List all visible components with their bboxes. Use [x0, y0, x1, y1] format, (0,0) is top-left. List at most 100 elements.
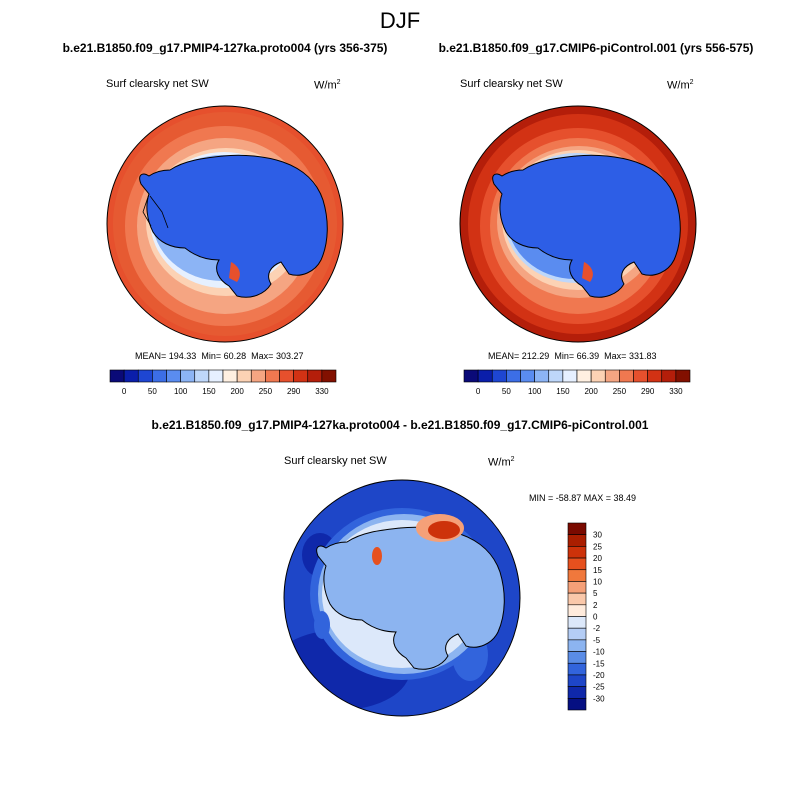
colorbar-difference-swatch: [567, 686, 587, 699]
colorbar-left-swatch: [236, 369, 252, 383]
map-border-right: [459, 105, 697, 343]
colorbar-right-tick-label: 50: [502, 387, 511, 396]
colorbar-left-swatch: [208, 369, 224, 383]
colorbar-right-tick-label: 150: [556, 387, 570, 396]
colorbar-right: 0 50 100 150 200 250 290 330: [463, 369, 691, 396]
colorbar-right-swatch: [619, 369, 634, 383]
colorbar-right-swatch: [477, 369, 493, 383]
colorbar-difference-swatch: [567, 592, 587, 606]
colorbar-left-swatch: [137, 369, 153, 383]
variable-label-right: Surf clearsky net SW: [460, 78, 563, 90]
stats-right: MEAN= 212.29 Min= 66.39 Max= 331.83: [488, 351, 657, 361]
colorbar-difference-swatch: [567, 522, 587, 535]
colorbar-right-swatch: [562, 369, 578, 383]
colorbar-right-swatch: [604, 369, 620, 383]
colorbar-difference-swatch: [567, 627, 587, 641]
colorbar-left-tick-label: 290: [287, 387, 301, 396]
colorbar-right-swatch: [506, 369, 521, 383]
units-label-left: W/m2: [314, 79, 341, 92]
difference-title: b.e21.B1850.f09_g17.PMIP4-127ka.proto004…: [151, 418, 649, 432]
units-label-diff: W/m2: [488, 456, 515, 469]
minmax-diff: MIN = -58.87 MAX = 38.49: [529, 493, 637, 503]
colorbar-difference-swatch: [567, 698, 587, 711]
colorbar-difference-tick-label: 15: [593, 566, 602, 575]
colorbar-difference-swatch: [567, 557, 587, 571]
colorbar-difference-tick-label: 30: [593, 531, 602, 540]
colorbar-left-tick-label: 150: [202, 387, 216, 396]
colorbar-left-swatch: [279, 369, 294, 383]
colorbar-difference-tick-label: -25: [593, 683, 605, 692]
colorbar-right-swatch: [590, 369, 606, 383]
colorbar-difference-tick-label: -2: [593, 624, 601, 633]
colorbar-right-tick-label: 100: [528, 387, 542, 396]
case-title-right: b.e21.B1850.f09_g17.CMIP6-piControl.001 …: [438, 41, 754, 55]
colorbar-right-swatch: [548, 369, 564, 383]
colorbar-left-tick-label: 0: [122, 387, 127, 396]
colorbar-right-swatch: [633, 369, 648, 383]
colorbar-right-tick-label: 0: [476, 387, 481, 396]
colorbar-difference-tick-label: -5: [593, 636, 601, 645]
colorbar-right-swatch: [534, 369, 550, 383]
colorbar-left-swatch: [152, 369, 167, 383]
colorbar-difference-tick-label: 10: [593, 577, 602, 586]
colorbar-difference-tick-label: -30: [593, 694, 605, 703]
colorbar-left-tick-label: 250: [259, 387, 273, 396]
colorbar-left-swatch: [166, 369, 181, 383]
colorbar-difference-swatch: [567, 581, 587, 594]
colorbar-difference-swatch: [567, 662, 587, 676]
colorbar-difference-tick-label: 2: [593, 601, 598, 610]
colorbar-left-swatch: [265, 369, 280, 383]
map-panel-right: [460, 106, 696, 342]
colorbar-left-tick-label: 330: [315, 387, 329, 396]
colorbar-right-swatch: [647, 369, 663, 383]
colorbar-difference-swatch: [567, 546, 587, 559]
colorbar-right-swatch: [463, 369, 479, 383]
map-border-left: [106, 105, 344, 343]
colorbar-difference-tick-label: 20: [593, 554, 602, 563]
case-title-left: b.e21.B1850.f09_g17.PMIP4-127ka.proto004…: [62, 41, 388, 55]
variable-label-left: Surf clearsky net SW: [106, 78, 209, 90]
colorbar-difference-tick-label: -20: [593, 671, 605, 680]
colorbar-difference-swatch: [567, 604, 587, 617]
colorbar-right-tick-label: 290: [641, 387, 655, 396]
colorbar-left-tick-label: 200: [230, 387, 244, 396]
stats-left: MEAN= 194.33 Min= 60.28 Max= 303.27: [135, 351, 304, 361]
colorbar-left-swatch: [250, 369, 266, 383]
colorbar-difference-tick-label: 5: [593, 589, 598, 598]
colorbar-difference-swatch: [567, 616, 587, 629]
colorbar-difference-swatch: [567, 639, 587, 652]
colorbar-left-tick-label: 100: [174, 387, 188, 396]
colorbar-right-swatch: [675, 369, 691, 383]
colorbar-difference-swatch: [567, 534, 587, 547]
map-border-difference: [283, 479, 521, 717]
colorbar-difference-tick-label: 25: [593, 542, 602, 551]
colorbar-left-swatch: [307, 369, 323, 383]
map-panel-left: [107, 106, 343, 342]
colorbar-left-swatch: [109, 369, 125, 383]
variable-label-diff: Surf clearsky net SW: [284, 455, 387, 467]
colorbar-left-tick-label: 50: [148, 387, 157, 396]
colorbar-right-tick-label: 250: [613, 387, 627, 396]
units-label-right: W/m2: [667, 79, 694, 92]
colorbar-left-swatch: [180, 369, 196, 383]
colorbar-difference-tick-label: 0: [593, 613, 598, 622]
colorbar-left-swatch: [194, 369, 210, 383]
colorbar-difference-tick-label: -15: [593, 659, 605, 668]
colorbar-right-swatch: [491, 369, 507, 383]
colorbar-difference-swatch: [567, 651, 587, 664]
colorbar-left-swatch: [123, 369, 139, 383]
colorbar-difference-swatch: [567, 674, 587, 687]
colorbar-right-swatch: [576, 369, 592, 383]
colorbar-right-swatch: [520, 369, 535, 383]
season-title: DJF: [379, 8, 421, 33]
colorbar-left: 0 50 100 150 200 250 290 330: [109, 369, 337, 396]
colorbar-left-swatch: [293, 369, 309, 383]
colorbar-right-tick-label: 330: [669, 387, 683, 396]
colorbar-right-tick-label: 200: [584, 387, 598, 396]
colorbar-left-swatch: [222, 369, 238, 383]
colorbar-right-swatch: [661, 369, 677, 383]
map-panel-difference: [284, 480, 520, 716]
